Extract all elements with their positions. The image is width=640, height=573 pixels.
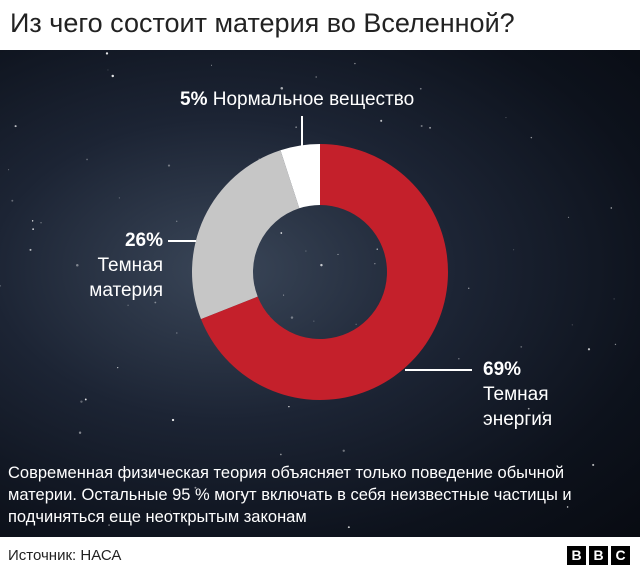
star — [283, 294, 285, 296]
logo-letter: B — [567, 546, 586, 565]
slice-label: 5% Нормальное вещество — [180, 87, 480, 112]
donut-segment — [200, 144, 449, 400]
star — [29, 248, 32, 251]
star — [84, 398, 87, 401]
star — [305, 250, 307, 252]
star — [194, 486, 197, 489]
star — [419, 87, 422, 90]
star — [520, 345, 523, 348]
star — [513, 249, 515, 251]
star — [80, 400, 83, 403]
star — [154, 301, 157, 304]
logo-letter: C — [611, 546, 630, 565]
star — [48, 474, 50, 476]
star — [211, 64, 213, 66]
star — [380, 119, 383, 122]
star — [376, 248, 378, 250]
star — [32, 228, 34, 230]
star — [527, 407, 530, 410]
star — [398, 92, 401, 95]
category-label: Темная материя — [89, 255, 163, 301]
source: Источник: НАСА — [8, 547, 122, 564]
background — [0, 50, 640, 537]
logo-letter: B — [589, 546, 608, 565]
star — [347, 526, 350, 529]
star — [107, 69, 109, 71]
star — [566, 506, 569, 508]
star — [76, 263, 79, 267]
star — [374, 263, 376, 265]
star — [420, 124, 423, 127]
star — [127, 304, 129, 306]
star — [354, 62, 356, 65]
star — [468, 287, 470, 289]
star — [571, 324, 573, 326]
star — [587, 348, 591, 351]
star — [290, 316, 294, 319]
star — [40, 222, 42, 224]
star — [421, 468, 424, 471]
star — [592, 463, 595, 467]
star — [170, 510, 172, 512]
value-label: 26% — [124, 230, 163, 251]
star — [176, 332, 178, 334]
value-label: 69% — [483, 359, 522, 380]
star — [176, 220, 178, 222]
slice-label: 69% Темная энергия — [483, 357, 578, 432]
star — [567, 216, 570, 218]
star — [86, 158, 88, 161]
star — [151, 475, 154, 478]
star — [337, 253, 339, 255]
star — [280, 232, 283, 234]
star — [136, 239, 139, 242]
star — [396, 99, 398, 101]
star — [342, 449, 345, 452]
star — [171, 418, 175, 422]
star — [280, 453, 282, 456]
star — [614, 343, 617, 346]
star — [355, 323, 357, 325]
star — [118, 197, 120, 199]
star — [108, 524, 110, 526]
star — [530, 136, 533, 139]
star — [280, 86, 284, 90]
category-label: Темная энергия — [483, 384, 553, 430]
star — [117, 367, 119, 369]
star — [292, 514, 295, 518]
star — [111, 74, 115, 78]
star — [0, 285, 1, 287]
star — [505, 117, 507, 119]
value-label: 5% — [180, 89, 208, 110]
note: Современная физическая теория объясняет … — [8, 464, 572, 526]
chart-title: Из чего состоит материя во Вселенной? — [10, 8, 515, 38]
star — [31, 220, 34, 222]
star — [458, 358, 460, 360]
donut-segment — [280, 144, 320, 209]
star — [313, 320, 315, 322]
donut-segment — [192, 150, 300, 320]
category-label: Нормальное вещество — [212, 89, 415, 110]
star — [613, 298, 615, 300]
star — [295, 126, 297, 128]
slice-label: 26% Темная материя — [60, 228, 163, 303]
star — [320, 263, 323, 267]
star — [105, 52, 109, 55]
star — [610, 207, 613, 209]
star — [11, 199, 14, 202]
star — [291, 469, 293, 472]
star — [167, 164, 171, 167]
star — [542, 411, 544, 414]
star — [240, 493, 243, 496]
star — [287, 465, 289, 468]
star — [14, 125, 17, 128]
star — [8, 169, 10, 171]
star — [78, 431, 82, 434]
star — [288, 405, 290, 408]
star — [429, 126, 431, 129]
star — [315, 76, 317, 78]
